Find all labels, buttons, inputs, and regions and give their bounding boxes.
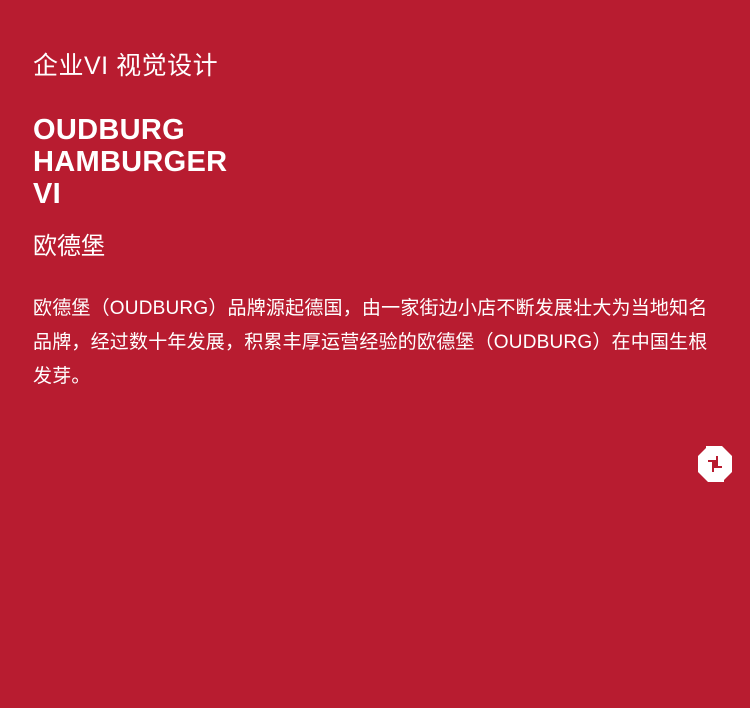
brand-description: 欧德堡（OUDBURG）品牌源起德国，由一家街边小店不断发展壮大为当地知名品牌，…	[33, 298, 708, 387]
brand-title-line-2: HAMBURGER	[33, 146, 228, 178]
oudburg-logo-icon	[696, 444, 734, 484]
brand-title: OUDBURG HAMBURGER VI	[33, 114, 227, 210]
brand-title-line-1: OUDBURG	[33, 114, 185, 146]
brand-chinese-name: 欧德堡	[33, 233, 105, 260]
page-subtitle: 企业VI 视觉设计	[33, 52, 219, 80]
brand-title-line-3: VI	[33, 178, 61, 210]
